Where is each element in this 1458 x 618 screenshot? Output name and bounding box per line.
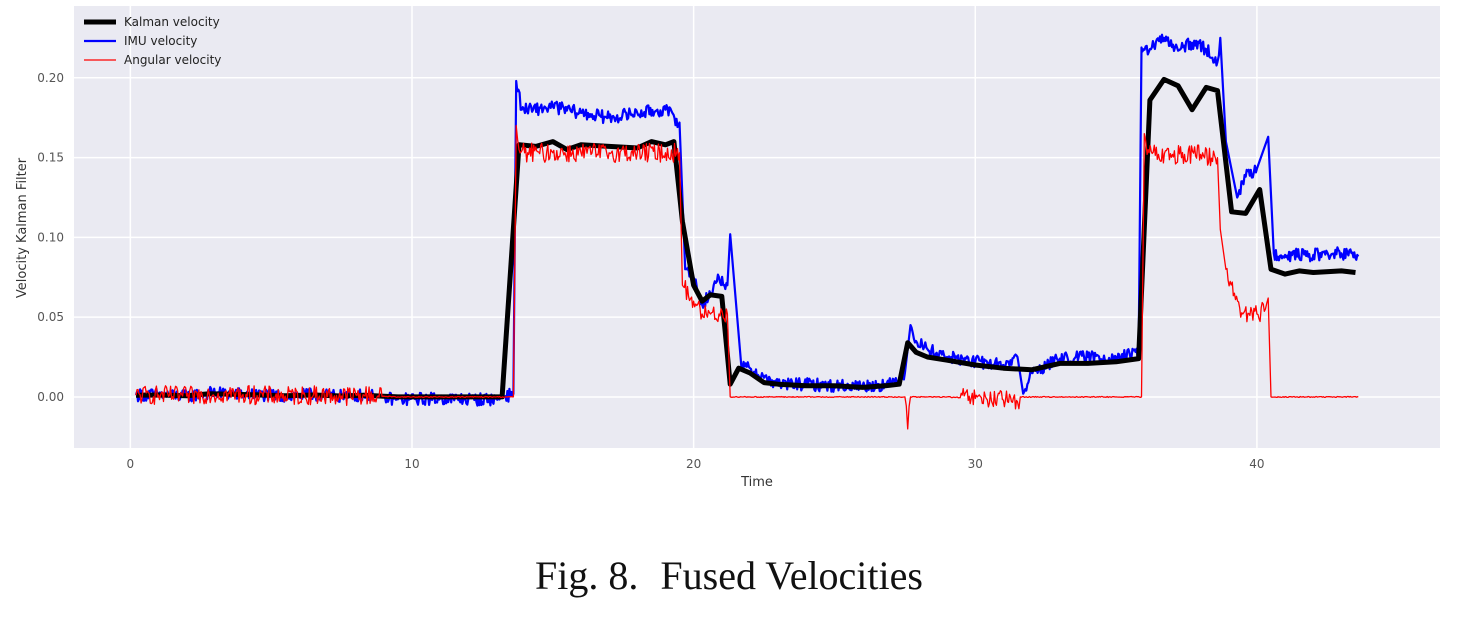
y-tick-label: 0.10 [37,230,64,244]
y-axis-label: Velocity Kalman Filter [15,157,30,298]
caption-label: Fig. 8. [535,553,639,598]
x-tick-labels: 0 10 20 30 40 [127,457,1265,471]
caption-text: Fused Velocities [660,553,923,598]
x-tick-label: 40 [1249,457,1264,471]
y-tick-label: 0.05 [37,310,64,324]
plot-background [74,6,1440,448]
legend-entry: Kalman velocity [124,15,220,29]
y-tick-labels: 0.00 0.05 0.10 0.15 0.20 [37,71,64,404]
x-axis-label: Time [740,475,773,490]
legend-entry: IMU velocity [124,34,197,48]
x-tick-label: 20 [686,457,701,471]
series-layer [134,33,1360,430]
line-chart: 0 10 20 30 40 0.00 0.05 0.10 0.15 0.20 Time Velo… [15,6,1440,490]
legend-entry: Angular velocity [124,53,221,67]
y-tick-label: 0.20 [37,71,64,85]
y-tick-label: 0.00 [37,390,64,404]
legend: Kalman velocity IMU velocity Angular veloc… [84,15,221,67]
series-line-angular-velocity [135,125,1359,430]
x-tick-label: 0 [127,457,135,471]
x-tick-label: 10 [404,457,419,471]
x-tick-label: 30 [968,457,983,471]
y-tick-label: 0.15 [37,151,64,165]
figure-caption: Fig. 8. Fused Velocities [0,552,1458,599]
